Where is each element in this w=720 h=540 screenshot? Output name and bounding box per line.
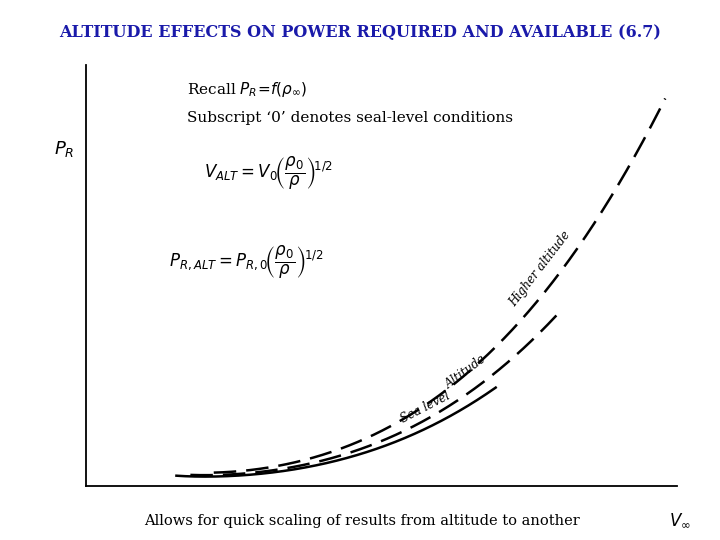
Text: $V_{ALT} = V_0\!\left(\dfrac{\rho_0}{\rho}\right)^{\!1/2}$: $V_{ALT} = V_0\!\left(\dfrac{\rho_0}{\rh… (204, 155, 333, 192)
Text: Allows for quick scaling of results from altitude to another: Allows for quick scaling of results from… (144, 514, 580, 528)
Text: $V_\infty$: $V_\infty$ (670, 511, 691, 529)
Text: $P_{R,ALT} = P_{R,0}\!\left(\dfrac{\rho_0}{\rho}\right)^{\!1/2}$: $P_{R,ALT} = P_{R,0}\!\left(\dfrac{\rho_… (169, 244, 323, 281)
Text: Higher altitude: Higher altitude (507, 229, 573, 309)
Text: Altitude: Altitude (444, 353, 490, 392)
Text: $P_R$: $P_R$ (54, 139, 74, 159)
Text: Sea level: Sea level (399, 390, 452, 426)
Text: Recall $P_R\!=\!f(\rho_\infty)$: Recall $P_R\!=\!f(\rho_\infty)$ (186, 80, 307, 99)
Text: Subscript ‘0’ denotes seal-level conditions: Subscript ‘0’ denotes seal-level conditi… (186, 111, 513, 125)
Text: ALTITUDE EFFECTS ON POWER REQUIRED AND AVAILABLE (6.7): ALTITUDE EFFECTS ON POWER REQUIRED AND A… (59, 24, 661, 41)
